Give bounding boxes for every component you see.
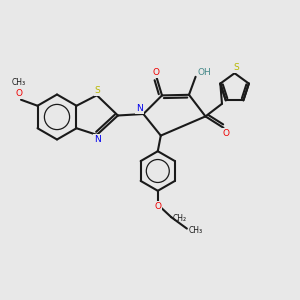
Text: O: O (154, 202, 161, 211)
Text: O: O (222, 129, 230, 138)
Text: O: O (152, 68, 160, 76)
Text: CH₂: CH₂ (172, 214, 187, 223)
Text: O: O (15, 89, 22, 98)
Text: S: S (233, 63, 239, 72)
Text: OH: OH (198, 68, 212, 77)
Text: CH₃: CH₃ (189, 226, 203, 235)
Text: N: N (94, 135, 101, 144)
Text: N: N (136, 103, 143, 112)
Text: S: S (94, 86, 100, 95)
Text: CH₃: CH₃ (12, 78, 26, 88)
